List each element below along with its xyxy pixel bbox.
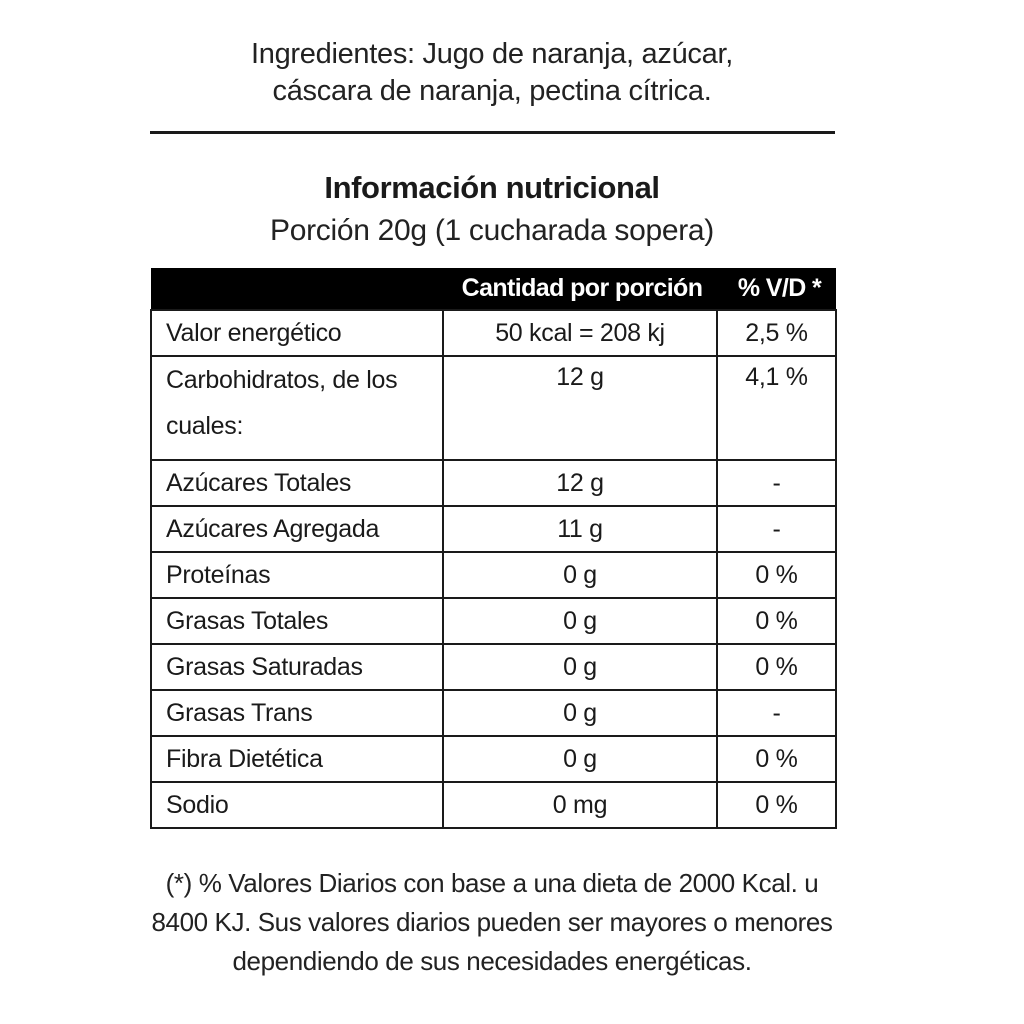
divider-rule (150, 131, 835, 134)
nutrient-label: Carbohidratos, de los cuales: (150, 355, 444, 461)
nutrient-daily-value: - (716, 505, 837, 553)
nutrient-amount: 12 g (442, 459, 718, 507)
nutrient-label: Azúcares Totales (150, 459, 444, 507)
nutrient-daily-value: - (716, 459, 837, 507)
nutrient-daily-value: 0 % (716, 597, 837, 645)
table-header: Cantidad por porción % V/D * (151, 268, 836, 310)
nutrient-amount: 11 g (442, 505, 718, 553)
nutrient-amount: 50 kcal = 208 kj (442, 309, 718, 357)
nutrient-amount: 0 g (442, 735, 718, 783)
nutrient-amount: 0 mg (442, 781, 718, 829)
nutrient-amount: 0 g (442, 643, 718, 691)
table-row: Azúcares Agregada 11 g - (150, 505, 837, 553)
nutrient-amount: 0 g (442, 597, 718, 645)
header-daily-value: % V/D * (717, 268, 836, 310)
nutrient-label: Sodio (150, 781, 444, 829)
nutrient-label: Fibra Dietética (150, 735, 444, 783)
ingredients-text: Ingredientes: Jugo de naranja, azúcar, c… (150, 36, 834, 110)
header-amount: Cantidad por porción (443, 268, 717, 310)
footnote-line: 8400 KJ. Sus valores diarios pueden ser … (151, 907, 833, 937)
table-row: Grasas Totales 0 g 0 % (150, 597, 837, 645)
nutrient-label: Proteínas (150, 551, 444, 599)
table-row: Carbohidratos, de los cuales: 12 g 4,1 % (150, 355, 837, 461)
footnote-line: dependiendo de sus necesidades energétic… (232, 946, 752, 976)
nutrition-title: Información nutricional (324, 170, 660, 205)
nutrient-daily-value: - (716, 689, 837, 737)
nutrient-daily-value: 0 % (716, 643, 837, 691)
daily-value-footnote: (*) % Valores Diarios con base a una die… (150, 864, 834, 981)
nutrient-amount: 12 g (442, 355, 718, 461)
table-row: Fibra Dietética 0 g 0 % (150, 735, 837, 783)
nutrient-amount: 0 g (442, 551, 718, 599)
nutrient-label: Azúcares Agregada (150, 505, 444, 553)
nutrient-label: Valor energético (150, 309, 444, 357)
ingredients-line: Ingredientes: Jugo de naranja, azúcar, (251, 38, 733, 70)
table-row: Grasas Saturadas 0 g 0 % (150, 643, 837, 691)
nutrition-table: Cantidad por porción % V/D * Valor energ… (150, 268, 837, 829)
nutrient-daily-value: 0 % (716, 735, 837, 783)
nutrient-label: Grasas Saturadas (150, 643, 444, 691)
footnote-line: (*) % Valores Diarios con base a una die… (165, 868, 819, 898)
table-row: Proteínas 0 g 0 % (150, 551, 837, 599)
table-header-row: Cantidad por porción % V/D * (151, 268, 836, 310)
serving-size: Porción 20g (1 cucharada sopera) (269, 214, 714, 247)
nutrient-label: Grasas Trans (150, 689, 444, 737)
nutrient-amount: 0 g (442, 689, 718, 737)
nutrient-daily-value: 0 % (716, 551, 837, 599)
table-row: Valor energético 50 kcal = 208 kj 2,5 % (150, 309, 837, 357)
table-body: Valor energético 50 kcal = 208 kj 2,5 % … (150, 309, 837, 829)
nutrient-daily-value: 2,5 % (716, 309, 837, 357)
ingredients-line: cáscara de naranja, pectina cítrica. (272, 75, 712, 107)
table-row: Azúcares Totales 12 g - (150, 459, 837, 507)
nutrient-daily-value: 4,1 % (716, 355, 837, 461)
table-row: Sodio 0 mg 0 % (150, 781, 837, 829)
nutrient-label: Grasas Totales (150, 597, 444, 645)
header-nutrient (151, 268, 443, 310)
table-row: Grasas Trans 0 g - (150, 689, 837, 737)
nutrient-daily-value: 0 % (716, 781, 837, 829)
